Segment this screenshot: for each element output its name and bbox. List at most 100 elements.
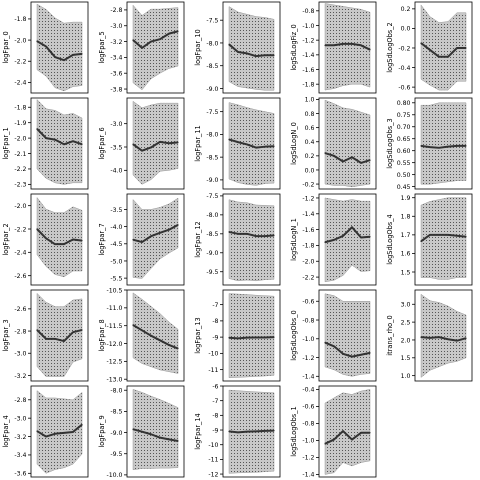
median-point <box>420 42 422 44</box>
confidence-band <box>36 196 83 278</box>
median-point <box>150 335 152 337</box>
subplot-logFpar_0: -1.8 -2.0 -2.2 -2.4 logFpar_0 <box>2 1 89 94</box>
y-tick-label: -8 <box>212 413 218 420</box>
y-tick-label: -2.1 <box>14 151 26 158</box>
median-line <box>420 233 467 243</box>
median-point <box>429 337 431 339</box>
median-point <box>324 443 326 445</box>
y-tick-label: -8.0 <box>206 132 218 139</box>
y-tick-label: 1.5 <box>401 269 411 276</box>
median-point <box>333 345 335 347</box>
median-line <box>132 140 179 152</box>
y-tick-label: -7.5 <box>206 109 218 116</box>
median-point <box>81 424 83 426</box>
median-point <box>333 438 335 441</box>
median-point <box>45 45 47 48</box>
y-tick-label: -0.4 <box>302 387 314 394</box>
median-point <box>273 145 275 147</box>
median-point <box>351 226 353 228</box>
median-point <box>324 44 326 46</box>
y-tick-label: -1.8 <box>14 16 26 23</box>
y-tick-label: -7 <box>212 398 218 405</box>
y-axis-label: logSdLogObs_3 <box>386 118 394 169</box>
median-point <box>255 430 257 432</box>
y-tick-label: -2.8 <box>110 7 122 14</box>
y-tick-label: -9.0 <box>206 250 218 257</box>
y-tick-label: -9 <box>212 334 218 341</box>
median-point <box>273 336 275 338</box>
median-point <box>324 152 326 154</box>
median-point <box>159 141 161 143</box>
y-tick-label: -2.6 <box>14 273 26 280</box>
median-point <box>54 243 56 245</box>
median-line <box>36 128 83 146</box>
y-axis-label: logSdLogObs_0 <box>290 310 298 361</box>
y-tick-label: -8.0 <box>206 212 218 219</box>
median-line <box>228 43 274 58</box>
y-axis-label: logSdLogObs_4 <box>386 214 394 265</box>
y-axis-label: logFpar_6 <box>98 127 106 159</box>
y-tick-label: -0.2 <box>302 181 314 188</box>
y-tick-label: 2.0 <box>401 337 411 344</box>
confidence-band <box>132 389 179 471</box>
median-point <box>246 143 248 146</box>
median-point <box>168 229 170 231</box>
y-axis-label: logFpar_0 <box>2 31 10 63</box>
y-tick-label: 0.2 <box>305 153 315 160</box>
median-point <box>342 353 344 355</box>
median-point <box>360 44 362 46</box>
subplot-logSdLogObs_1: -0.4 -0.6 -0.8 -1.0 -1.2 -1.4 logSdLogObs_1 <box>290 385 377 479</box>
median-point <box>369 432 371 434</box>
y-tick-label: -9 <box>212 427 218 434</box>
median-point <box>141 150 143 152</box>
median-point <box>420 240 422 242</box>
y-tick-label: -11 <box>208 367 218 374</box>
y-axis-label: logSdLogFiz_0 <box>290 24 298 70</box>
y-tick-label: 0.65 <box>397 136 411 143</box>
confidence-band <box>324 197 371 283</box>
median-point <box>141 431 143 433</box>
y-tick-label: -2.2 <box>14 226 26 233</box>
y-tick-label: 0.45 <box>397 184 411 191</box>
median-point <box>159 339 161 341</box>
confidence-band <box>420 197 467 280</box>
y-tick-label: -0.8 <box>302 421 314 428</box>
y-axis-label: logFpar_5 <box>98 31 106 63</box>
median-point <box>351 356 353 358</box>
median-point <box>45 435 47 438</box>
median-point <box>168 33 170 35</box>
median-point <box>420 145 422 147</box>
y-tick-label: -10.5 <box>106 287 122 294</box>
y-axis-label: logFpar_12 <box>194 221 202 257</box>
median-point <box>168 142 170 144</box>
median-point <box>150 146 152 149</box>
subplot-logFpar_2: -2.0 -2.2 -2.4 -2.6 logFpar_2 <box>2 193 89 286</box>
median-line <box>324 226 371 244</box>
confidence-band <box>228 293 275 379</box>
median-line <box>325 42 371 51</box>
confidence-band <box>36 3 83 92</box>
y-axis-label: logFpar_4 <box>2 415 10 447</box>
y-tick-label: -10 <box>208 351 218 358</box>
median-point <box>63 340 65 342</box>
median-point <box>63 432 65 434</box>
y-tick-label: -1.4 <box>302 211 314 218</box>
y-axis-label: logSdLogN_1 <box>290 218 298 261</box>
y-tick-label: 3.0 <box>401 302 411 309</box>
median-point <box>177 440 179 442</box>
subplot-logSdLogFiz_0: -0.8 -1.0 -1.2 -1.4 -1.6 -1.8 logSdLogFiz_0 <box>290 1 377 94</box>
y-tick-label: -9.5 <box>206 269 218 276</box>
median-point <box>456 340 458 342</box>
median-point <box>150 40 152 43</box>
subplot-logSdLogN_1: -1.2 -1.4 -1.6 -1.8 -2.0 -2.2 logSdLogN_1 <box>290 193 377 286</box>
median-point <box>177 30 179 32</box>
median-point <box>456 235 458 237</box>
y-axis-label: logFpar_9 <box>98 415 106 447</box>
median-point <box>456 145 458 147</box>
y-tick-label: -3.8 <box>110 86 122 93</box>
y-axis-label: logSdLogObs_1 <box>290 406 298 457</box>
confidence-band <box>420 293 467 378</box>
y-tick-label: -1.4 <box>302 472 314 479</box>
confidence-band <box>132 292 179 374</box>
y-tick-label: 1.9 <box>401 195 411 202</box>
